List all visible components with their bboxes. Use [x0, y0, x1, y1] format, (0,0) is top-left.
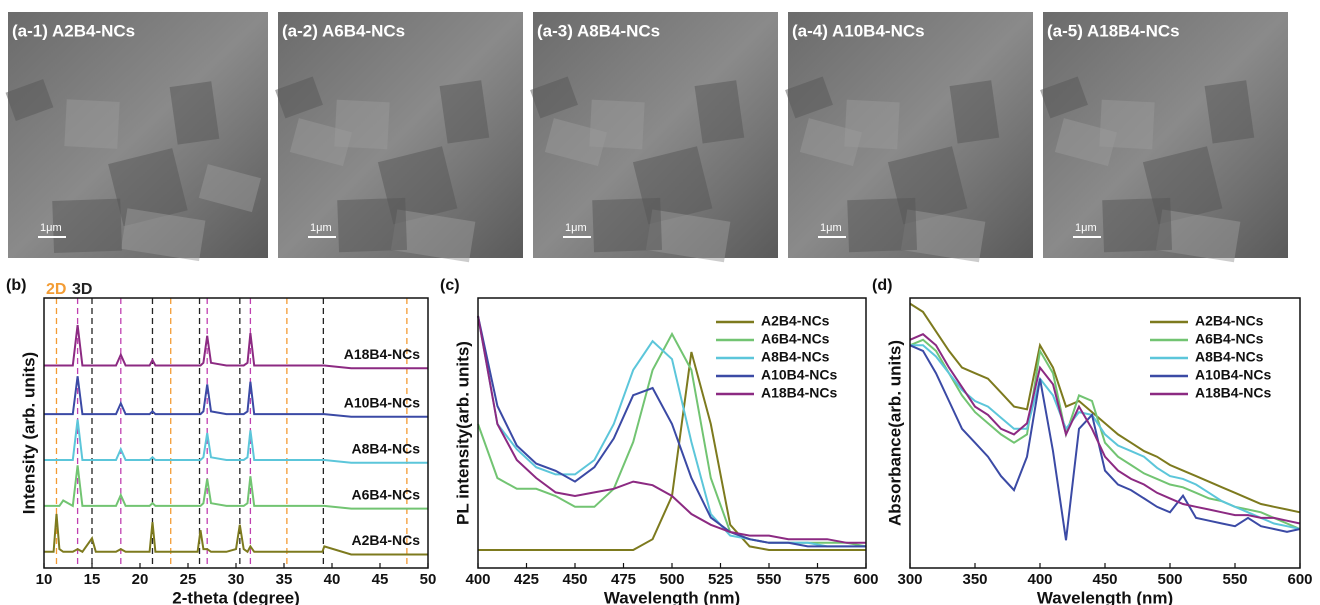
x-tick-label: 300	[897, 571, 922, 588]
y-axis-label: Intensity (arb. units)	[19, 352, 38, 514]
series-label: A2B4-NCs	[352, 532, 421, 548]
image-label: (a-5) A18B4-NCs	[1047, 21, 1180, 40]
sem-texture	[847, 198, 917, 252]
x-tick-label: 40	[324, 571, 341, 588]
scale-label: 1μm	[310, 222, 332, 234]
reference-label: 2D	[46, 281, 66, 298]
x-tick-label: 15	[84, 571, 101, 588]
legend-label: A10B4-NCs	[1195, 367, 1271, 383]
x-tick-label: 35	[276, 571, 293, 588]
x-tick-label: 500	[1157, 571, 1182, 588]
x-tick-label: 425	[514, 571, 539, 588]
x-tick-label: 25	[180, 571, 197, 588]
legend-label: A10B4-NCs	[761, 367, 837, 383]
image-label: (a-4) A10B4-NCs	[792, 21, 925, 40]
x-tick-label: 350	[962, 571, 987, 588]
reference-label: 3D	[72, 281, 92, 298]
x-tick-label: 525	[708, 571, 733, 588]
series-label: A18B4-NCs	[344, 346, 420, 362]
series-label: A10B4-NCs	[344, 395, 420, 411]
x-tick-label: 500	[659, 571, 684, 588]
x-tick-label: 550	[756, 571, 781, 588]
x-tick-label: 600	[853, 571, 878, 588]
x-tick-label: 450	[562, 571, 587, 588]
x-axis-label: Wavelength (nm)	[1037, 588, 1173, 605]
figure: (a-1) A2B4-NCs 1μm (a-2) A6B4-NCs 1μm (a-3) …	[0, 0, 1320, 605]
sem-texture	[337, 198, 407, 252]
legend-label: A18B4-NCs	[1195, 385, 1271, 401]
panel-label: (c)	[440, 277, 460, 294]
y-axis-label: PL intensity(arb. units)	[453, 341, 472, 525]
x-tick-label: 475	[611, 571, 636, 588]
image-label: (a-3) A8B4-NCs	[537, 21, 660, 40]
image-label: (a-2) A6B4-NCs	[282, 21, 405, 40]
legend-label: A2B4-NCs	[1195, 313, 1264, 329]
x-tick-label: 50	[420, 571, 437, 588]
y-axis-label: Absorbance(arb. units)	[885, 340, 904, 526]
x-tick-label: 20	[132, 571, 149, 588]
x-axis-label: Wavelength (nm)	[604, 588, 740, 605]
series-label: A6B4-NCs	[352, 486, 421, 502]
x-tick-label: 575	[805, 571, 830, 588]
sem-texture	[170, 81, 220, 144]
legend-label: A8B4-NCs	[761, 349, 830, 365]
x-tick-label: 30	[228, 571, 245, 588]
scale-label: 1μm	[565, 222, 587, 234]
sem-texture	[1102, 198, 1172, 252]
sem-texture	[440, 80, 490, 143]
x-tick-label: 10	[36, 571, 53, 588]
x-tick-label: 550	[1222, 571, 1247, 588]
sem-texture	[52, 199, 122, 253]
scale-label: 1μm	[1075, 222, 1097, 234]
x-tick-label: 600	[1287, 571, 1312, 588]
x-axis-label: 2-theta (degree)	[172, 588, 300, 605]
sem-texture	[695, 80, 745, 143]
x-tick-label: 400	[1027, 571, 1052, 588]
legend-label: A18B4-NCs	[761, 385, 837, 401]
panel-label: (d)	[872, 277, 892, 294]
sem-texture	[1205, 80, 1255, 143]
x-tick-label: 450	[1092, 571, 1117, 588]
scale-label: 1μm	[40, 222, 62, 234]
x-tick-label: 45	[372, 571, 389, 588]
sem-texture	[64, 99, 119, 149]
legend-label: A8B4-NCs	[1195, 349, 1264, 365]
sem-texture	[950, 80, 1000, 143]
series-label: A8B4-NCs	[352, 440, 421, 456]
plot-frame	[44, 298, 428, 568]
legend-label: A6B4-NCs	[761, 331, 830, 347]
image-label: (a-1) A2B4-NCs	[12, 21, 135, 40]
scale-label: 1μm	[820, 222, 842, 234]
x-tick-label: 400	[465, 571, 490, 588]
legend-label: A2B4-NCs	[761, 313, 830, 329]
legend-label: A6B4-NCs	[1195, 331, 1264, 347]
panel-label: (b)	[6, 277, 26, 294]
sem-texture	[592, 198, 662, 252]
